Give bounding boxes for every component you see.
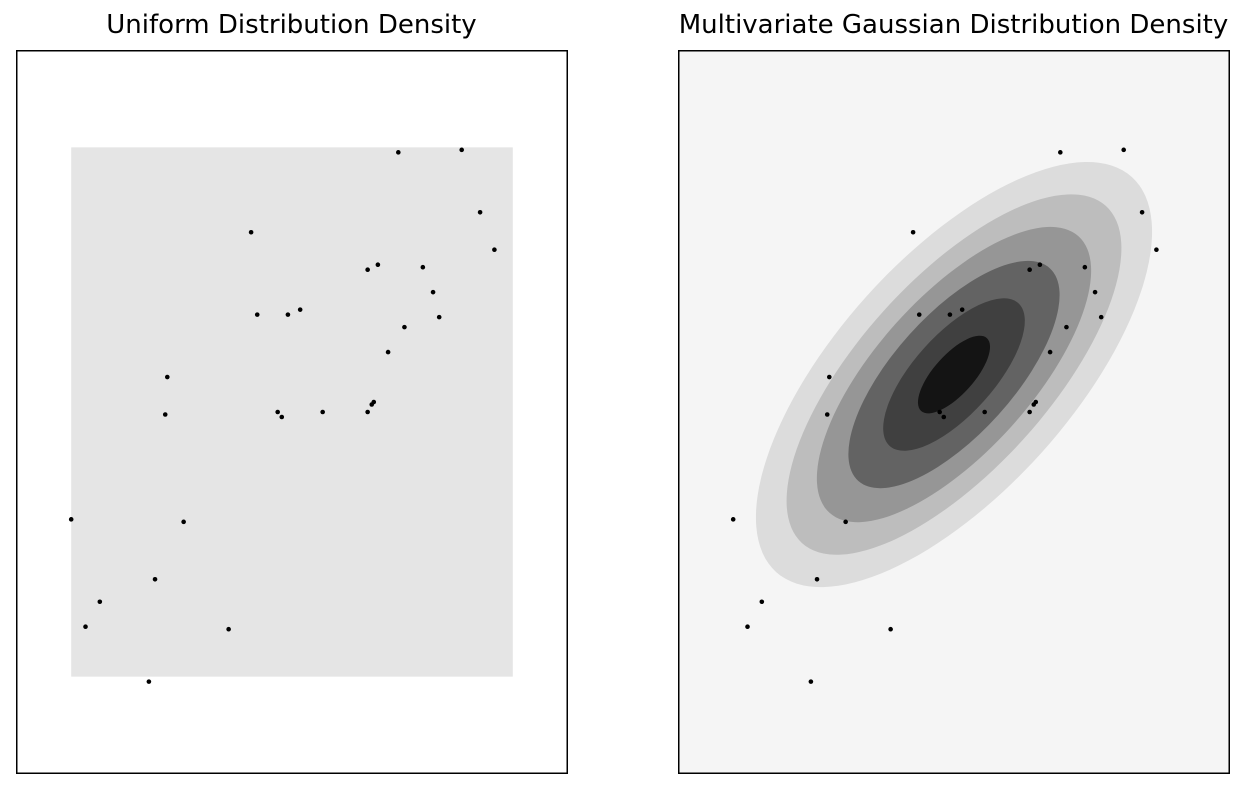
- gaussian-data-point: [1139, 209, 1145, 215]
- uniform-data-point: [420, 264, 426, 270]
- uniform-data-point: [162, 412, 168, 417]
- gaussian-data-point: [947, 312, 953, 317]
- uniform-data-point: [436, 314, 442, 320]
- gaussian-data-point: [1027, 409, 1032, 415]
- gaussian-data-point: [730, 517, 736, 522]
- gaussian-data-point: [843, 519, 848, 525]
- uniform-data-point: [152, 576, 158, 582]
- uniform-data-point: [320, 409, 325, 415]
- gaussian-data-point: [982, 409, 987, 415]
- uniform-data-point: [146, 679, 152, 684]
- uniform-data-point: [371, 399, 377, 405]
- gaussian-data-point: [1154, 247, 1159, 253]
- uniform-data-point: [375, 262, 381, 268]
- uniform-data-point: [385, 349, 391, 355]
- gaussian-density-plot: [678, 50, 1230, 774]
- gaussian-data-point: [824, 412, 830, 417]
- uniform-data-point: [68, 517, 74, 522]
- gaussian-data-point: [1082, 264, 1088, 270]
- gaussian-data-point: [941, 414, 947, 420]
- gaussian-data-point: [808, 679, 814, 684]
- uniform-data-point: [83, 624, 88, 630]
- gaussian-data-point: [910, 229, 916, 235]
- gaussian-data-point: [959, 307, 965, 312]
- uniform-plot-frame: [16, 50, 568, 774]
- gaussian-data-point: [916, 312, 922, 317]
- gaussian-data-point: [1033, 399, 1039, 405]
- uniform-data-point: [297, 307, 303, 312]
- uniform-data-point: [164, 374, 170, 380]
- uniform-data-point: [279, 414, 285, 420]
- uniform-density-region: [71, 147, 513, 677]
- gaussian-data-point: [888, 626, 893, 632]
- uniform-data-point: [226, 626, 231, 632]
- gaussian-data-point: [1092, 289, 1098, 295]
- uniform-data-point: [181, 519, 186, 525]
- gaussian-data-point: [1027, 267, 1032, 272]
- uniform-data-point: [248, 229, 254, 235]
- uniform-data-point: [492, 247, 497, 253]
- gaussian-data-point: [1047, 349, 1053, 355]
- uniform-data-point: [396, 150, 401, 155]
- uniform-data-point: [430, 289, 436, 295]
- uniform-data-point: [275, 409, 280, 415]
- uniform-data-point: [365, 409, 370, 415]
- uniform-data-point: [254, 312, 260, 317]
- uniform-data-point: [97, 599, 103, 605]
- gaussian-data-point: [1037, 262, 1043, 268]
- gaussian-plot-frame: [678, 50, 1230, 774]
- uniform-data-point: [459, 147, 464, 153]
- uniform-chart-title: Uniform Distribution Density: [106, 10, 477, 40]
- gaussian-data-point: [1064, 324, 1069, 330]
- gaussian-data-point: [1121, 147, 1126, 153]
- uniform-data-point: [402, 324, 407, 330]
- gaussian-data-point: [745, 624, 750, 630]
- uniform-data-point: [477, 209, 483, 215]
- gaussian-data-point: [826, 374, 832, 380]
- uniform-density-plot: [16, 50, 568, 774]
- gaussian-data-point: [1098, 314, 1104, 320]
- gaussian-data-point: [1058, 150, 1063, 155]
- uniform-data-point: [365, 267, 370, 272]
- uniform-data-point: [285, 312, 291, 317]
- gaussian-data-point: [814, 576, 820, 582]
- gaussian-data-point: [937, 409, 942, 415]
- gaussian-chart-title: Multivariate Gaussian Distribution Densi…: [678, 10, 1229, 40]
- gaussian-data-point: [759, 599, 765, 605]
- density-contour-level-6: [917, 335, 991, 414]
